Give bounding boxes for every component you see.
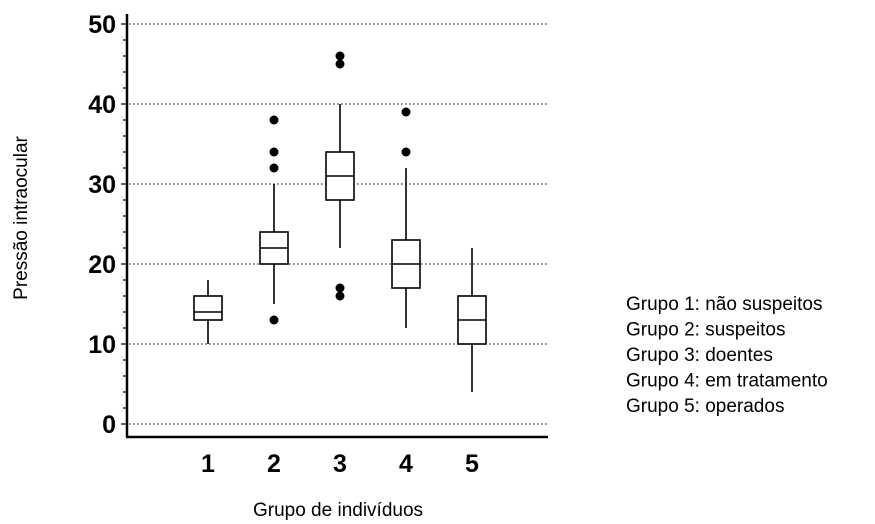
legend: Grupo 1: não suspeitos Grupo 2: suspeitos… — [626, 294, 828, 417]
legend-entry-3: Grupo 3: doentes — [626, 345, 773, 366]
outlier-point — [335, 291, 345, 301]
legend-entry-1: Grupo 1: não suspeitos — [626, 294, 822, 315]
boxplot-group-3 — [325, 51, 355, 301]
legend-entry-5: Grupo 5: operados — [626, 396, 784, 417]
legend-entry-4: Grupo 4: em tratamento — [626, 371, 828, 392]
y-axis-title: Pressão intraocular — [11, 135, 32, 299]
legend-entry-2: Grupo 2: suspeitos — [626, 320, 785, 341]
y-tick-label-50: 50 — [88, 11, 116, 39]
outlier-point — [269, 163, 279, 173]
outlier-point — [269, 147, 279, 157]
x-tick-label-4: 4 — [399, 450, 413, 478]
y-tick-label-10: 10 — [88, 331, 116, 359]
y-axis-minor-ticks — [121, 23, 127, 425]
outlier-point — [269, 115, 279, 125]
x-tick-label-2: 2 — [267, 450, 281, 478]
x-tick-label-1: 1 — [201, 450, 215, 478]
y-tick-label-30: 30 — [88, 171, 116, 199]
outlier-point — [335, 51, 345, 61]
x-axis-title: Grupo de indivíduos — [253, 500, 423, 521]
outlier-point — [401, 107, 411, 117]
boxplots — [193, 51, 487, 392]
x-tick-label-3: 3 — [333, 450, 347, 478]
boxplot-group-5 — [457, 248, 487, 392]
outlier-point — [269, 315, 279, 325]
boxplot-group-1 — [193, 280, 223, 344]
y-tick-label-0: 0 — [102, 411, 116, 439]
x-tick-label-5: 5 — [465, 450, 479, 478]
box-iqr — [193, 295, 223, 321]
y-tick-label-40: 40 — [88, 91, 116, 119]
x-axis-tick-labels: 1 2 3 4 5 — [201, 450, 479, 478]
boxplot-group-4 — [391, 107, 421, 328]
y-tick-label-20: 20 — [88, 251, 116, 279]
outlier-point — [335, 283, 345, 293]
y-axis-tick-labels: 0 10 20 30 40 50 — [88, 11, 116, 439]
boxplot-group-2 — [259, 115, 289, 325]
outlier-point — [335, 59, 345, 69]
gridlines — [129, 23, 548, 425]
outlier-point — [401, 147, 411, 157]
